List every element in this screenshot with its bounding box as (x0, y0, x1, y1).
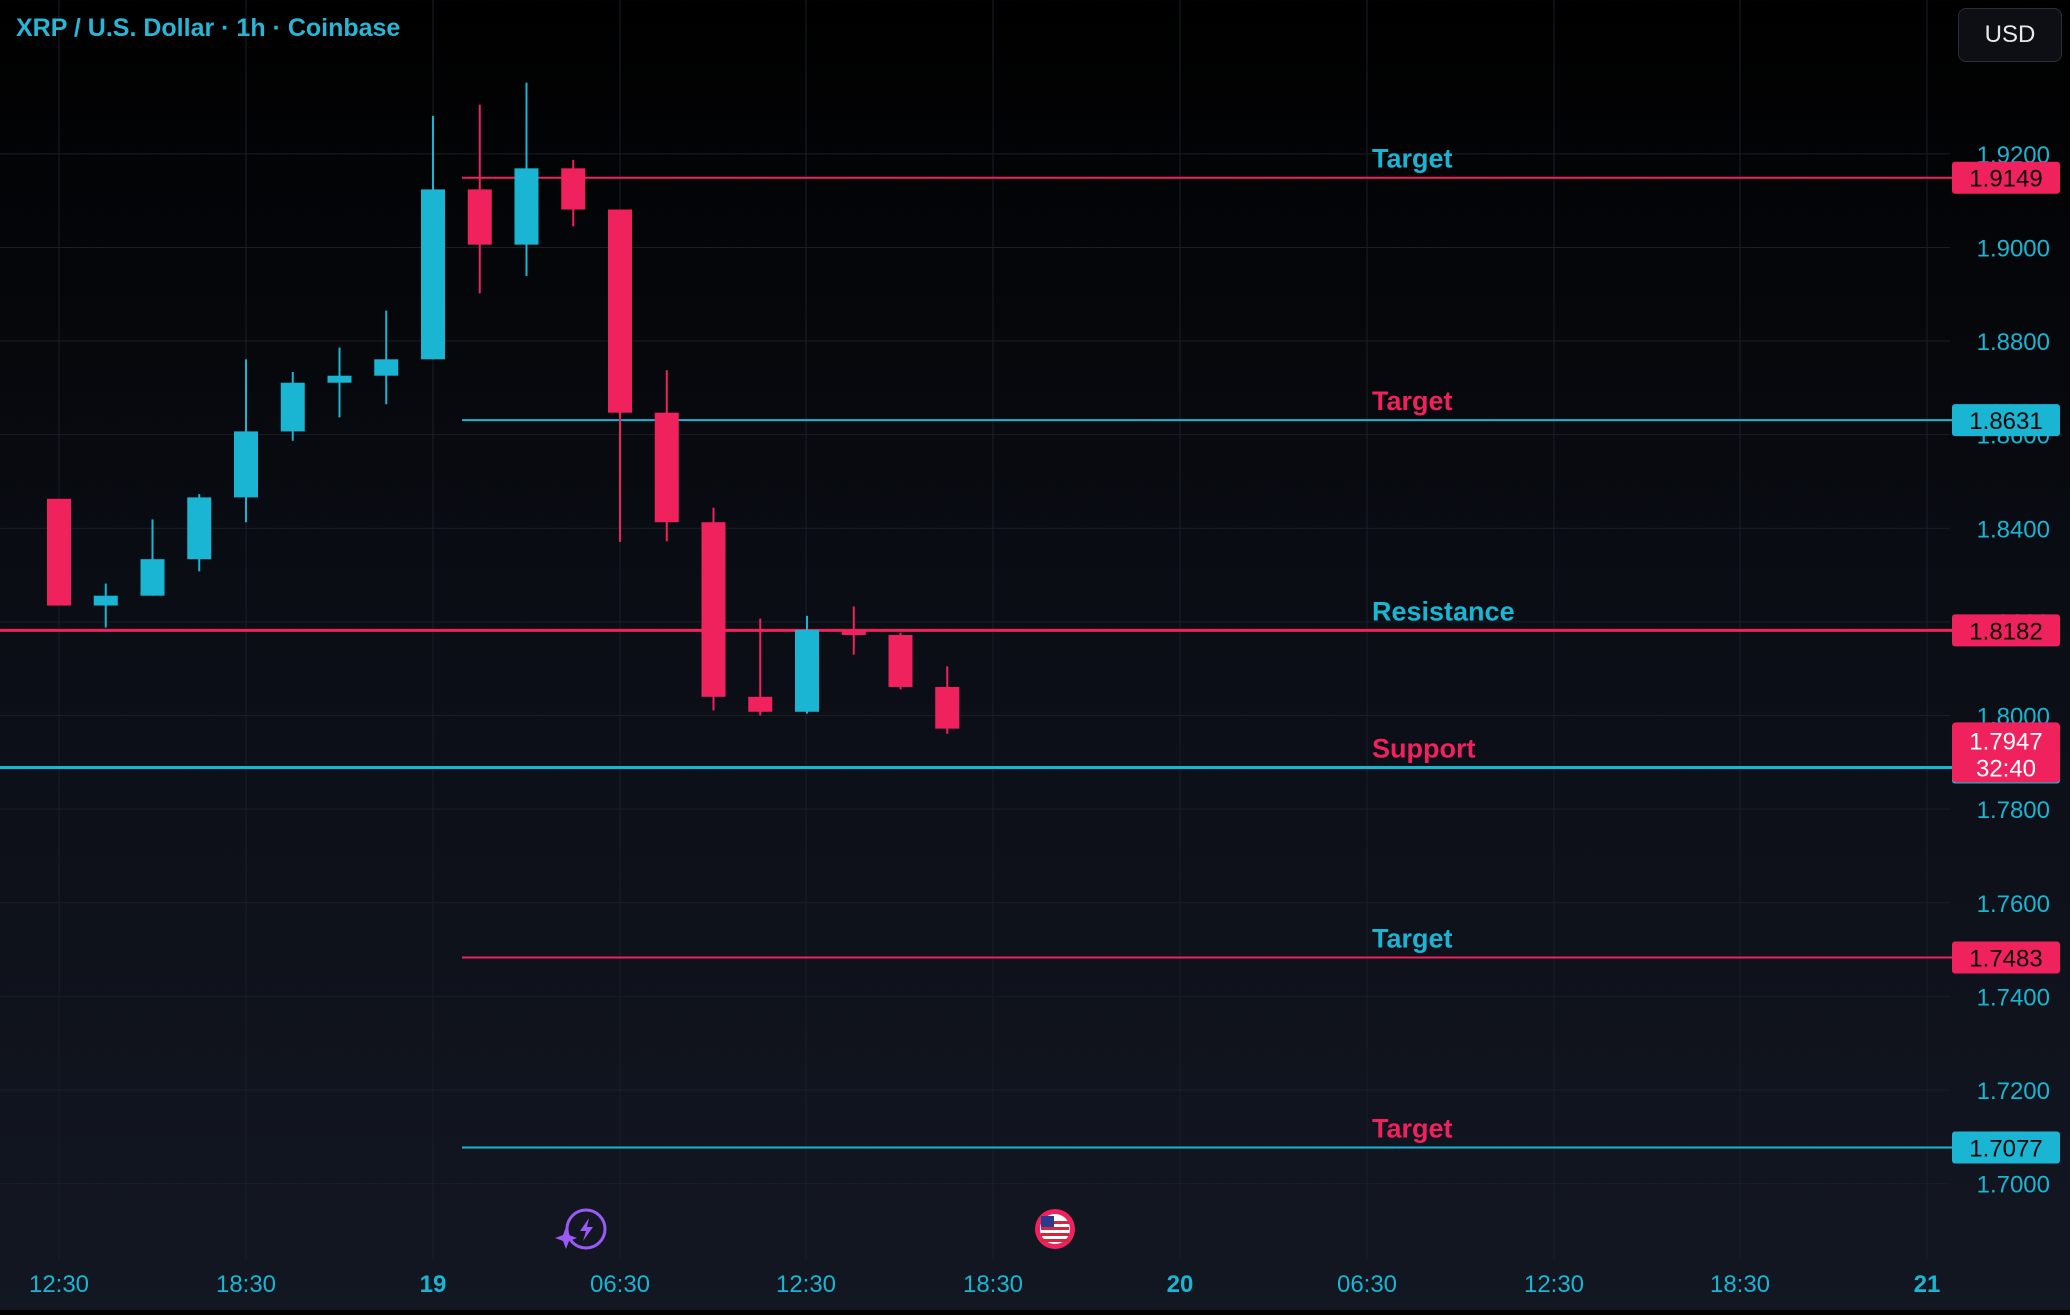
price-tick-label: 1.7600 (1977, 891, 2050, 918)
time-tick-label: 06:30 (1337, 1271, 1397, 1298)
candle-body[interactable] (93, 595, 118, 606)
candle-body[interactable] (467, 189, 492, 245)
time-tick-label: 18:30 (1710, 1271, 1770, 1298)
candle-body[interactable] (935, 686, 960, 729)
grid (0, 0, 1950, 1260)
candle-body[interactable] (187, 497, 212, 560)
price-tick-label: 1.8400 (1977, 516, 2050, 543)
time-tick-label: 12:30 (1524, 1271, 1584, 1298)
candles (47, 82, 960, 734)
time-tick-label: 12:30 (29, 1271, 89, 1298)
level-price-text: 1.8182 (1969, 618, 2042, 645)
level-price-text: 1.9149 (1969, 166, 2042, 193)
candle-body[interactable] (140, 559, 165, 596)
level-price-text: 1.8631 (1969, 408, 2042, 435)
time-tick-label: 19 (420, 1271, 447, 1298)
time-axis[interactable]: 12:30 18:30 19 06:30 12:30 18:30 20 06:30 12:30 1… (29, 1271, 1940, 1298)
countdown-text: 32:40 (1976, 755, 2036, 782)
us-flag-icon[interactable] (1035, 1209, 1075, 1249)
candle-body[interactable] (654, 412, 679, 523)
candle-body[interactable] (888, 635, 913, 687)
level-label: Target (1372, 924, 1453, 954)
candle-body[interactable] (561, 168, 586, 210)
current-price-text: 1.7947 (1969, 728, 2042, 755)
level-price-tag (1952, 161, 2060, 194)
level-lines (0, 176, 1952, 1149)
event-markers[interactable] (555, 1208, 1075, 1250)
price-tick-label: 1.7000 (1977, 1172, 2050, 1199)
time-tick-label: 21 (1914, 1271, 1941, 1298)
level-label: Target (1372, 386, 1453, 416)
candle-body[interactable] (374, 359, 399, 376)
candle-body[interactable] (795, 629, 819, 712)
price-tick-label: 1.9000 (1977, 235, 2050, 262)
level-price-tag (1952, 614, 2060, 647)
candle-body[interactable] (421, 189, 445, 360)
time-tick-label: 06:30 (590, 1271, 650, 1298)
level-price-tag (1952, 1131, 2060, 1164)
candle-body[interactable] (608, 209, 632, 413)
candle-body[interactable] (514, 168, 539, 245)
time-tick-label: 12:30 (776, 1271, 836, 1298)
level-price-text: 1.7483 (1969, 946, 2042, 973)
candle-body[interactable] (47, 498, 71, 606)
candle-body[interactable] (327, 375, 352, 383)
price-tick-label: 1.7800 (1977, 797, 2050, 824)
time-tick-label: 20 (1167, 1271, 1194, 1298)
candle-body[interactable] (701, 522, 726, 697)
lightning-sparkle-icon[interactable] (555, 1208, 607, 1250)
level-price-tag (1952, 941, 2060, 974)
level-label: Support (1372, 733, 1475, 763)
price-tags: 1.91491.86311.81821.78891.74831.70771.79… (1952, 161, 2060, 1164)
price-tick-label: 1.8800 (1977, 329, 2050, 356)
candle-body[interactable] (234, 431, 258, 498)
candle-body[interactable] (748, 696, 773, 712)
price-tick-label: 1.7200 (1977, 1078, 2050, 1105)
level-labels: Target Target Resistance Support Target Targe… (1372, 144, 1515, 1144)
currency-button[interactable]: USD (1958, 8, 2062, 62)
level-price-tag (1952, 404, 2060, 437)
candle-body[interactable] (841, 629, 866, 636)
current-price-tag (1952, 722, 2060, 783)
candle-body[interactable] (280, 382, 305, 432)
level-label: Target (1372, 144, 1453, 174)
chart-title: XRP / U.S. Dollar · 1h · Coinbase (16, 14, 401, 42)
price-tick-label: 1.7400 (1977, 984, 2050, 1011)
level-label: Resistance (1372, 596, 1515, 626)
level-label: Target (1372, 1114, 1453, 1144)
price-axis[interactable]: 1.92001.90001.88001.86001.84001.82001.80… (1977, 142, 2050, 1199)
time-tick-label: 18:30 (216, 1271, 276, 1298)
level-price-text: 1.7077 (1969, 1136, 2042, 1163)
time-tick-label: 18:30 (963, 1271, 1023, 1298)
